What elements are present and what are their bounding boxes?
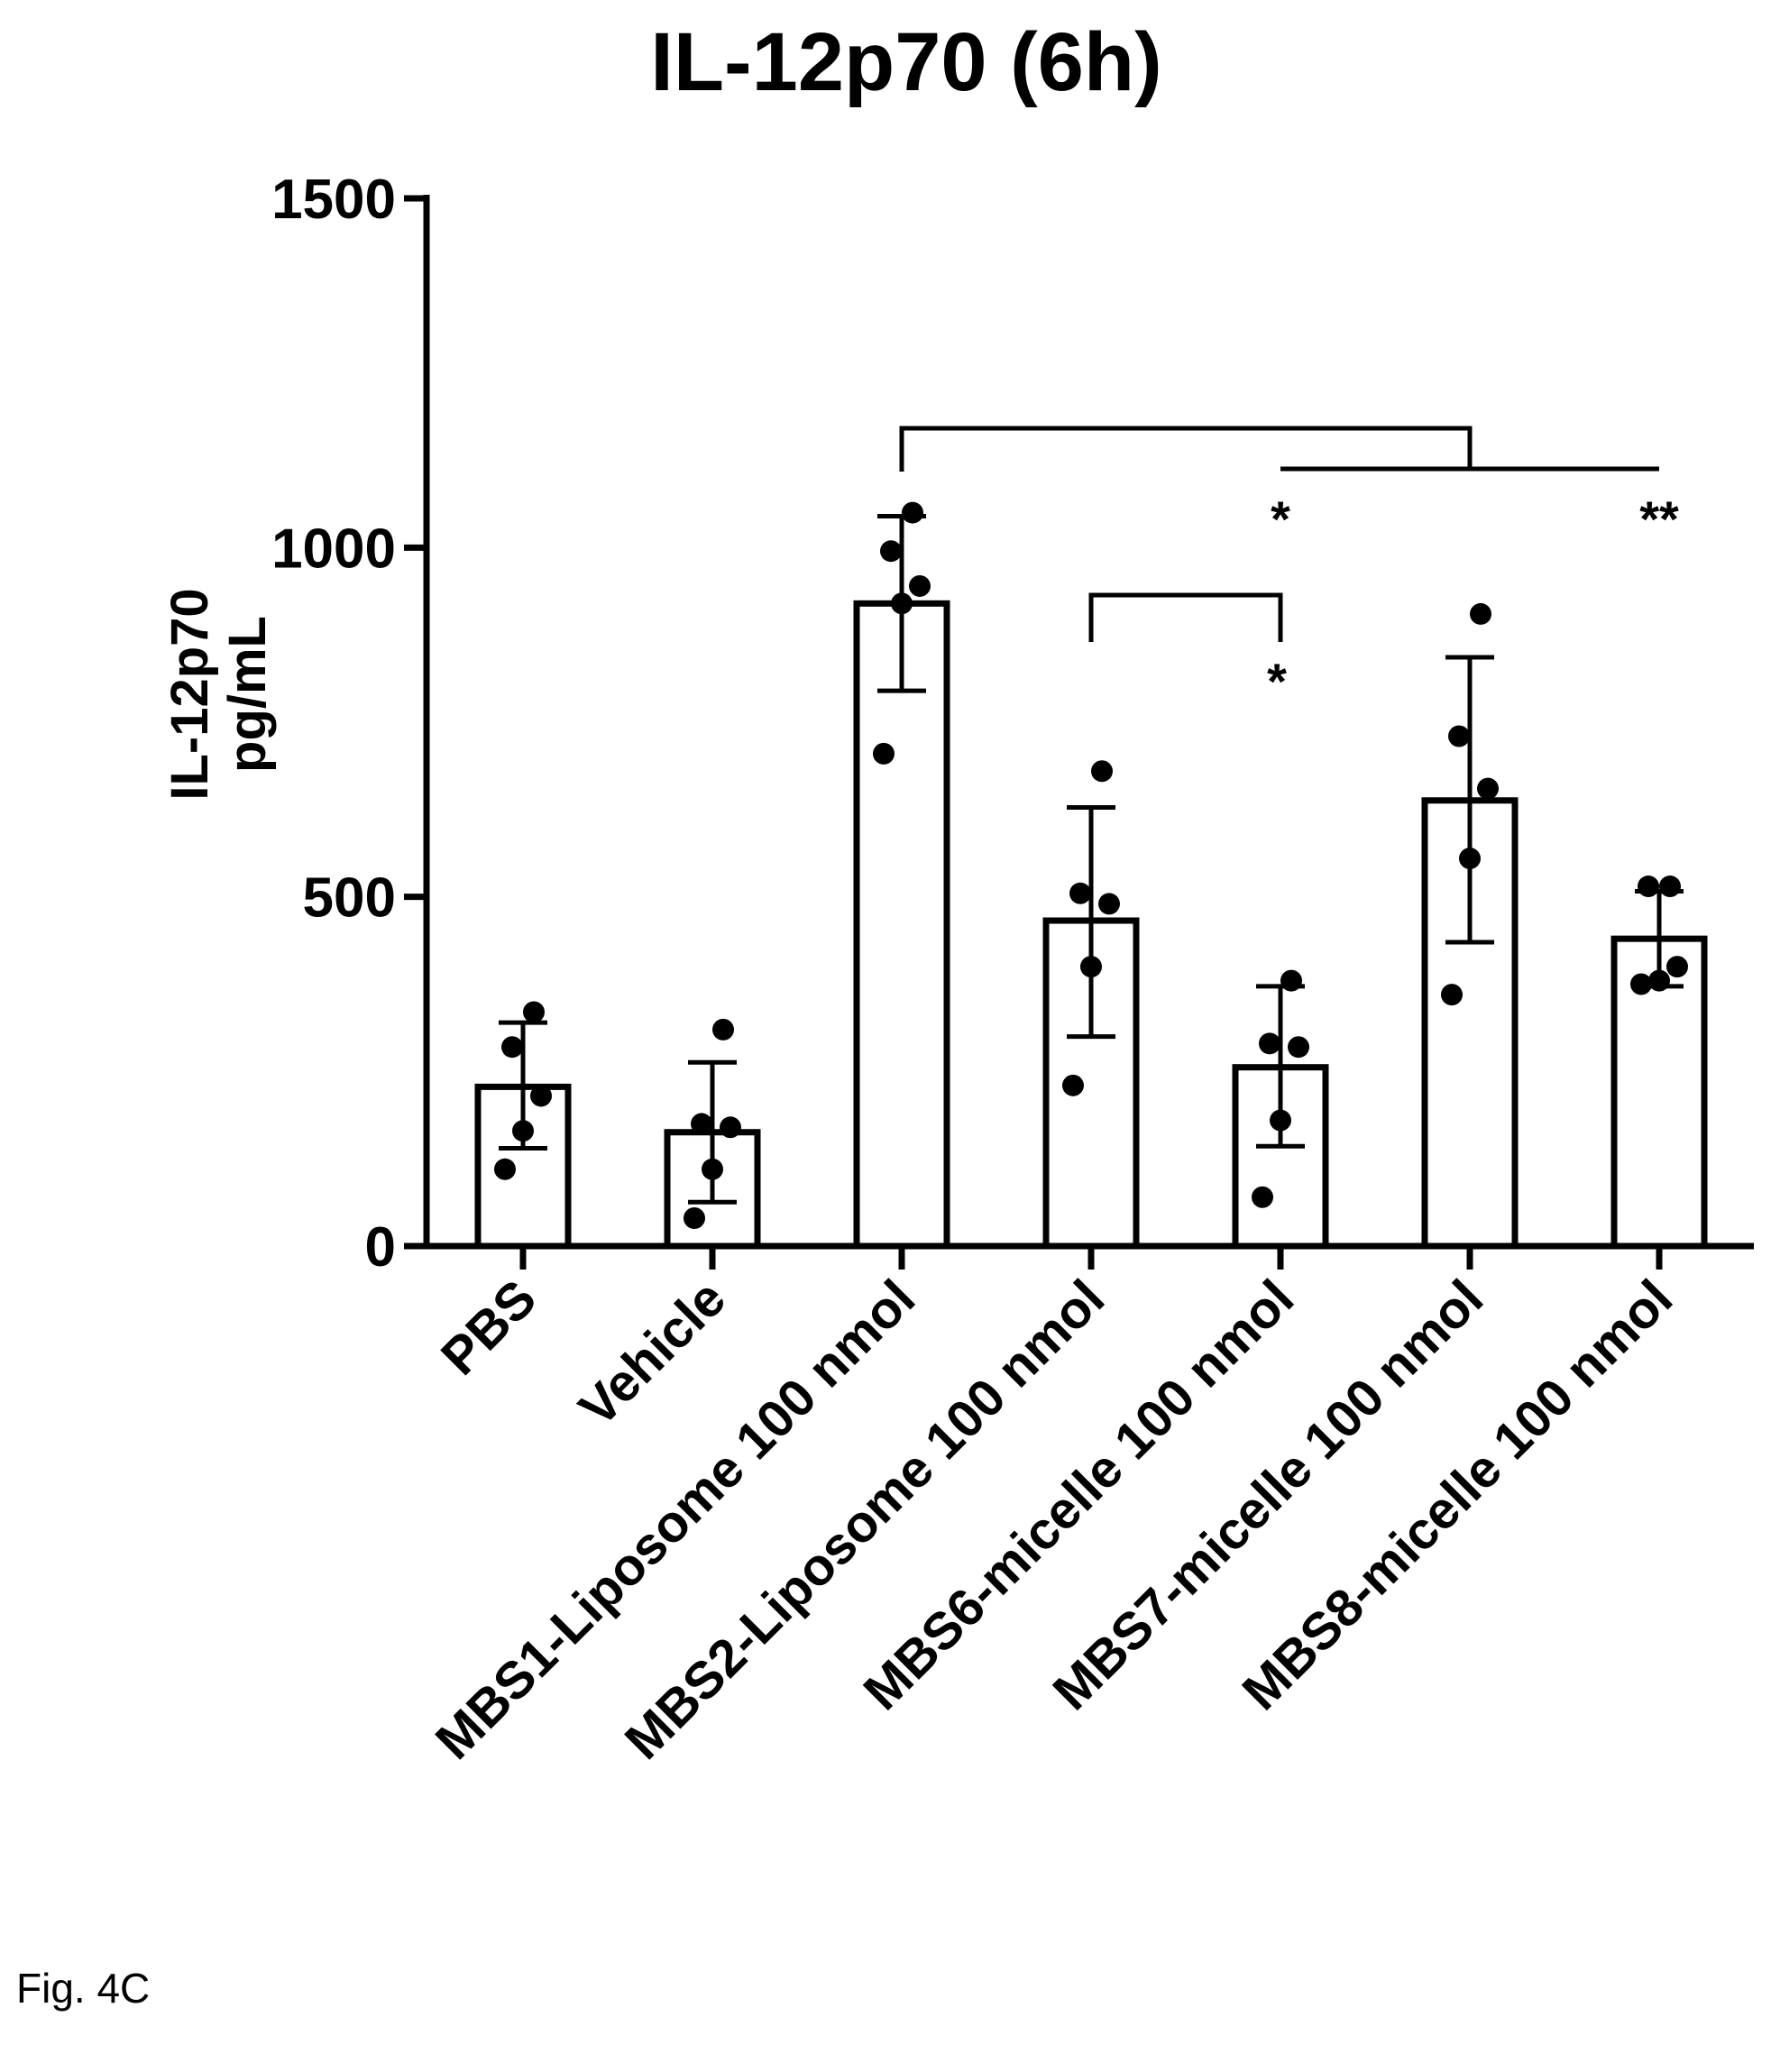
- data-point: [909, 574, 931, 597]
- data-point: [1259, 1032, 1280, 1055]
- y-tick-label: 1500: [271, 169, 396, 231]
- data-point: [1069, 882, 1091, 904]
- data-point: [494, 1158, 516, 1180]
- data-point: [1448, 725, 1470, 747]
- data-point: [691, 1113, 712, 1135]
- data-point: [1666, 956, 1688, 978]
- data-point: [523, 1001, 545, 1023]
- data-point: [1659, 876, 1681, 898]
- data-point: [1441, 984, 1463, 1006]
- data-point: [1470, 602, 1491, 625]
- y-tick-label: 1000: [271, 518, 396, 580]
- data-point: [1252, 1186, 1273, 1208]
- x-tick-label: Vehicle: [568, 1269, 737, 1437]
- data-point: [1477, 777, 1499, 800]
- data-point: [1270, 1109, 1291, 1132]
- significance-bracket: [1088, 592, 1283, 642]
- data-point: [512, 1120, 534, 1142]
- y-tick-label: 500: [303, 867, 396, 930]
- significance-star: *: [1267, 653, 1287, 710]
- significance-star: **: [1639, 490, 1679, 547]
- data-point: [1459, 848, 1481, 870]
- data-point: [880, 540, 902, 563]
- chart-title: IL-12p70 (6h): [650, 16, 1161, 108]
- data-point: [1648, 969, 1670, 992]
- data-point: [684, 1207, 705, 1230]
- data-point: [1091, 760, 1113, 783]
- data-point: [1288, 1036, 1309, 1059]
- data-point: [712, 1018, 734, 1041]
- data-point: [1638, 876, 1659, 898]
- data-point: [720, 1116, 741, 1139]
- x-tick-label: PBS: [430, 1269, 547, 1386]
- y-axis-label-line-1: IL-12p70: [161, 588, 219, 800]
- data-point: [1080, 956, 1102, 978]
- data-point: [702, 1158, 723, 1180]
- data-point: [873, 742, 895, 765]
- y-axis-label-line-2: pg/mL: [218, 616, 277, 773]
- data-point: [1098, 893, 1120, 915]
- data-point: [530, 1085, 552, 1107]
- y-tick-label: 0: [365, 1216, 396, 1279]
- significance-bracket: [899, 426, 1473, 472]
- figure-caption: Fig. 4C: [16, 1965, 151, 2012]
- data-point: [501, 1036, 523, 1059]
- data-point: [1280, 969, 1302, 992]
- y-axis-label: IL-12p70 pg/mL: [161, 588, 277, 800]
- data-point: [1630, 973, 1652, 995]
- data-point: [891, 592, 913, 615]
- data-point: [902, 501, 923, 524]
- bar: [853, 600, 950, 1250]
- significance-star: *: [1271, 490, 1290, 547]
- data-point: [1062, 1074, 1084, 1096]
